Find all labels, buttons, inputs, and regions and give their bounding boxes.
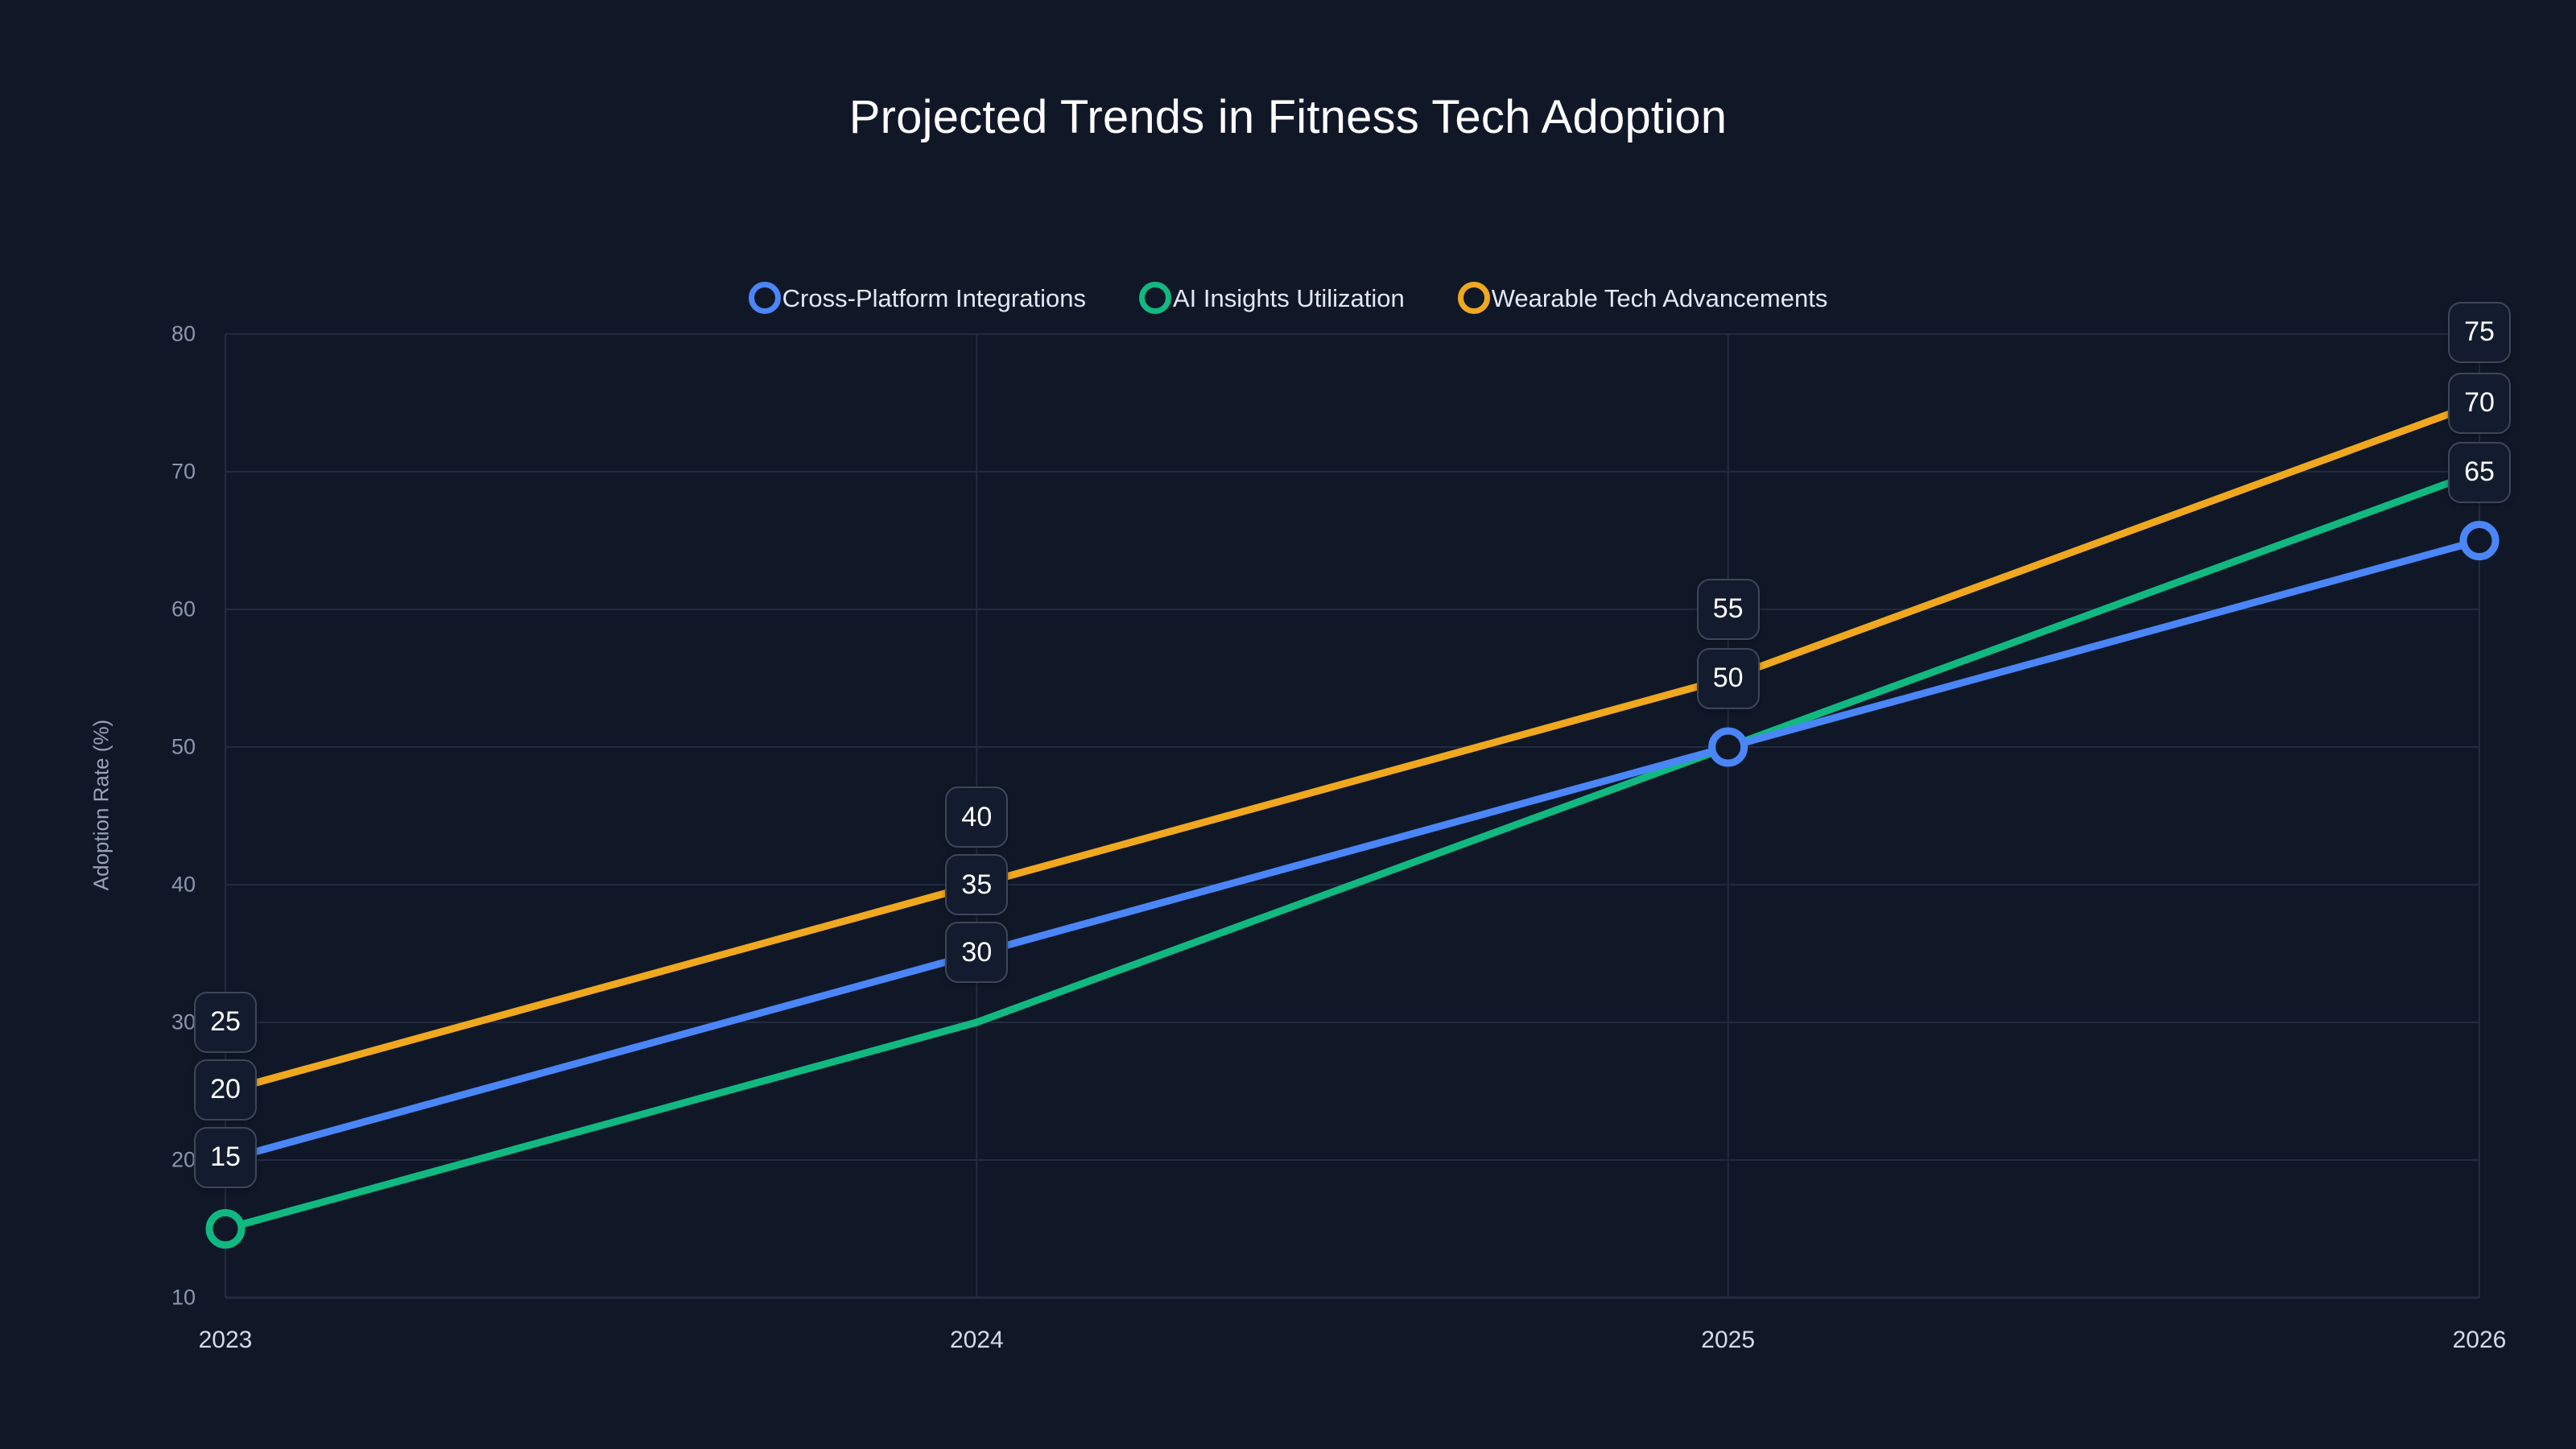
data-point-marker[interactable] — [2459, 521, 2500, 560]
x-axis-tick-label: 2024 — [949, 1327, 1004, 1353]
y-axis-tick-label: 80 — [171, 321, 196, 346]
series-line-cross-platform-integrations[interactable] — [221, 537, 2483, 1164]
y-axis-tick-label: 30 — [171, 1009, 196, 1034]
chart-legend: Cross-Platform Integrations AI Insights … — [0, 282, 2576, 314]
legend-item-wearable-tech-advancements[interactable]: Wearable Tech Advancements — [1457, 282, 1828, 314]
y-axis-tick-label: 40 — [171, 872, 196, 897]
ring-marker-icon — [748, 282, 781, 314]
legend-item-cross-platform-integrations[interactable]: Cross-Platform Integrations — [748, 282, 1086, 314]
data-label-badge: 15 — [194, 1126, 257, 1188]
x-axis-tick-label: 2023 — [198, 1327, 253, 1353]
data-point-marker[interactable] — [1708, 727, 1748, 767]
legend-item-label: Wearable Tech Advancements — [1491, 283, 1828, 312]
data-label-badge: 30 — [945, 922, 1009, 983]
y-axis-tick-label: 50 — [171, 734, 196, 759]
series-line-wearable-tech-advancements[interactable] — [221, 399, 2483, 1095]
page-title: Projected Trends in Fitness Tech Adoptio… — [848, 91, 1728, 143]
data-label-badge: 55 — [1696, 578, 1760, 640]
legend-item-label: Cross-Platform Integrations — [782, 283, 1086, 312]
data-label-badge: 50 — [1696, 647, 1760, 709]
data-label-badge: 20 — [194, 1059, 257, 1121]
data-label-badge: 40 — [945, 786, 1009, 848]
y-axis-tick-label: 70 — [171, 459, 196, 484]
ring-marker-icon — [1138, 282, 1171, 314]
legend-item-label: AI Insights Utilization — [1172, 283, 1405, 312]
data-label-badge: 65 — [2448, 441, 2511, 503]
data-label-badge: 35 — [945, 854, 1009, 915]
data-label-badge: 75 — [2448, 301, 2511, 363]
x-axis-tick-label: 2026 — [2452, 1327, 2507, 1353]
data-label-badge: 70 — [2448, 372, 2511, 434]
x-axis-tick-label: 2025 — [1701, 1327, 1756, 1353]
data-label-badge: 25 — [194, 991, 257, 1053]
ring-marker-icon — [1457, 282, 1490, 314]
y-axis-tick-label: 20 — [171, 1147, 196, 1172]
y-axis-tick-label: 10 — [171, 1285, 196, 1310]
data-point-marker[interactable] — [205, 1209, 246, 1249]
legend-item-ai-insights-utilization[interactable]: AI Insights Utilization — [1138, 282, 1405, 314]
y-axis-title: Adoption Rate (%) — [89, 719, 114, 891]
series-line-ai-insights-utilization[interactable] — [221, 468, 2483, 1232]
y-axis-tick-label: 60 — [171, 597, 196, 621]
